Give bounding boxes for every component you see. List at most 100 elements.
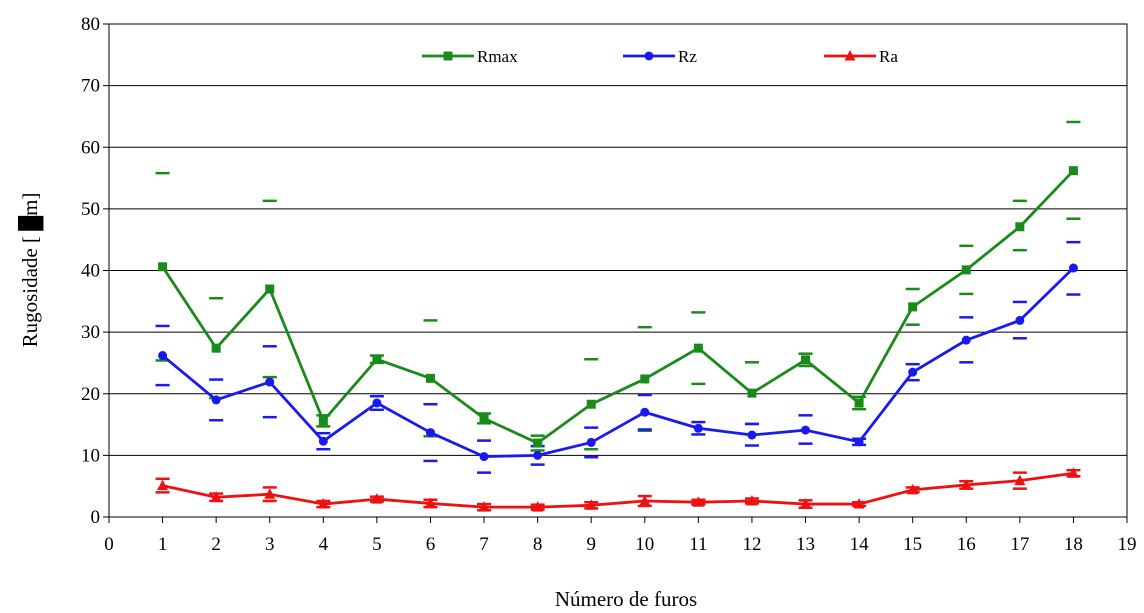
y-tick-label-60: 60 [81, 137, 100, 158]
point-rmax-11 [693, 343, 703, 353]
point-rmax-15 [908, 302, 918, 312]
point-ra-17 [1014, 474, 1026, 486]
point-rz-11 [693, 423, 703, 433]
legend-label-rz: Rz [678, 47, 697, 66]
point-ra-1 [157, 479, 169, 491]
legend: Rmax Rz Ra [422, 47, 898, 66]
point-ra-15 [907, 483, 919, 495]
x-tick-label-13: 13 [796, 534, 815, 555]
point-rmax-9 [586, 399, 596, 409]
point-rmax-2 [211, 343, 221, 353]
point-rmax-16 [961, 265, 971, 275]
point-rmax-10 [640, 374, 650, 384]
point-rmax-8 [533, 438, 543, 448]
series-line-rmax [161, 169, 1075, 445]
y-axis-label: Rugosidade [ █m] [17, 193, 44, 348]
point-ra-5 [371, 493, 383, 504]
x-tick-label-2: 2 [211, 534, 221, 555]
legend-label-ra: Ra [879, 47, 898, 66]
point-rmax-14 [854, 398, 864, 408]
point-rmax-3 [265, 284, 275, 294]
x-tick-label-16: 16 [957, 534, 976, 555]
point-rz-3 [265, 377, 275, 387]
error-bars [155, 120, 1081, 512]
y-tick-label-70: 70 [81, 76, 100, 97]
y-tick-label-0: 0 [91, 507, 101, 528]
point-rmax-13 [801, 355, 811, 365]
point-rmax-6 [425, 373, 435, 383]
point-rmax-4 [318, 416, 328, 426]
point-rmax-18 [1068, 166, 1078, 176]
y-tick-label-50: 50 [81, 199, 100, 220]
point-ra-14 [853, 498, 865, 509]
point-ra-3 [264, 488, 276, 499]
x-axis-label: Número de furos [555, 587, 697, 611]
point-rmax-7 [479, 413, 489, 423]
point-ra-12 [746, 494, 758, 506]
point-rz-6 [425, 428, 435, 438]
point-rz-5 [372, 398, 382, 408]
x-tick-label-19: 19 [1118, 534, 1137, 555]
x-tick-label-0: 0 [104, 534, 114, 555]
point-rz-17 [1015, 315, 1025, 325]
point-rz-8 [533, 450, 543, 460]
x-tick-label-10: 10 [635, 534, 654, 555]
point-rz-10 [640, 407, 650, 417]
point-ra-13 [800, 498, 812, 509]
point-ra-4 [317, 498, 329, 509]
point-ra-11 [692, 496, 704, 507]
x-tick-label-18: 18 [1064, 534, 1083, 555]
y-tick-label-80: 80 [81, 14, 100, 35]
point-rz-13 [801, 425, 811, 435]
series-lines [161, 169, 1075, 509]
point-rz-7 [479, 452, 489, 462]
point-ra-2 [210, 491, 222, 502]
point-rz-4 [318, 436, 328, 446]
point-rmax-17 [1015, 222, 1025, 232]
x-tick-label-15: 15 [903, 534, 922, 555]
x-tick-label-17: 17 [1010, 534, 1029, 555]
point-ra-16 [960, 478, 972, 490]
point-rmax-12 [747, 388, 757, 398]
legend-label-rmax: Rmax [477, 47, 518, 66]
point-ra-8 [532, 501, 544, 512]
x-tick-label-4: 4 [319, 534, 329, 555]
legend-marker-rmax [443, 51, 453, 61]
y-tick-label-20: 20 [81, 384, 100, 405]
x-tick-label-1: 1 [158, 534, 168, 555]
series-markers [157, 166, 1079, 512]
x-tick-label-12: 12 [742, 534, 761, 555]
series-line-ra [162, 471, 1074, 509]
point-ra-7 [478, 501, 490, 512]
point-rz-12 [747, 430, 757, 440]
axes [103, 23, 1128, 523]
point-ra-18 [1067, 467, 1079, 478]
x-tick-label-9: 9 [586, 534, 596, 555]
point-rz-18 [1068, 263, 1078, 273]
point-rz-16 [961, 335, 971, 345]
point-rz-15 [908, 367, 918, 377]
x-tick-label-14: 14 [850, 534, 870, 555]
point-rmax-5 [372, 354, 382, 364]
y-tick-label-40: 40 [81, 261, 100, 282]
point-rz-14 [854, 437, 864, 447]
x-tick-label-8: 8 [533, 534, 543, 555]
legend-marker-rz [644, 51, 654, 61]
point-rmax-1 [158, 262, 168, 272]
point-ra-6 [424, 497, 436, 508]
point-rz-2 [211, 395, 221, 405]
series-line-rz [161, 267, 1075, 459]
x-tick-label-5: 5 [372, 534, 382, 555]
point-rz-9 [586, 437, 596, 447]
legend-marker-ra [844, 50, 856, 61]
x-tick-label-11: 11 [689, 534, 707, 555]
point-rz-1 [158, 351, 168, 361]
y-tick-label-10: 10 [81, 445, 100, 466]
y-tick-label-30: 30 [81, 322, 100, 343]
x-tick-label-6: 6 [426, 534, 436, 555]
x-tick-label-7: 7 [479, 534, 489, 555]
point-ra-10 [639, 494, 651, 506]
x-tick-label-3: 3 [265, 534, 275, 555]
